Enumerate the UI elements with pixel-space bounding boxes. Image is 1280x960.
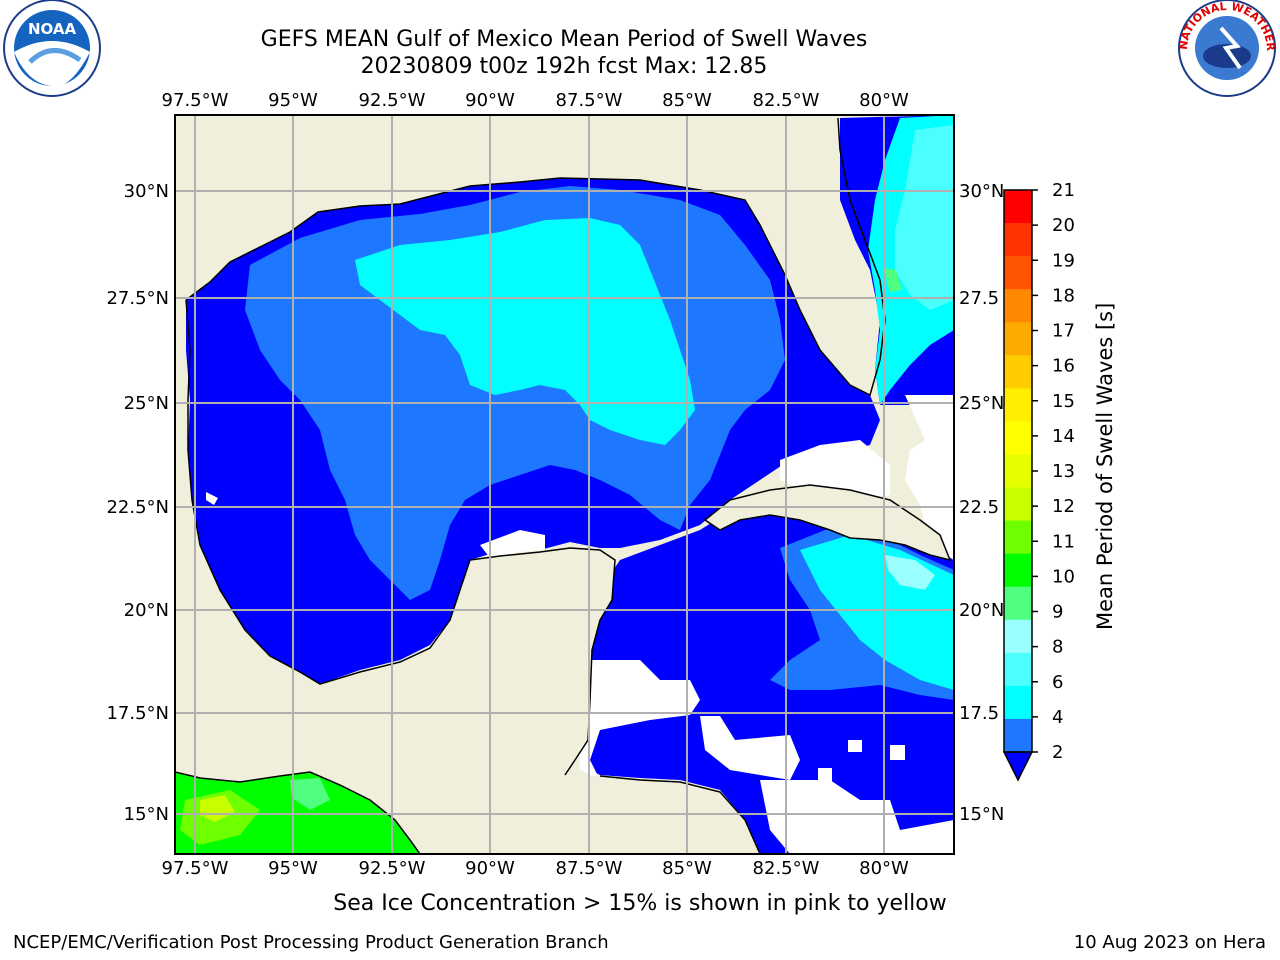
lat-label: 25°N [959,393,1004,414]
lat-label: 22.5°N [106,497,169,518]
colorbar-segment [1004,718,1032,753]
colorbar-segment [1004,223,1032,257]
colorbar-segment [1004,553,1032,588]
lon-label: 90°W [465,90,515,111]
noaa-logo-text: NOAA [28,20,77,38]
map-frame [175,115,954,854]
colorbar-segment [1004,454,1032,489]
pacific-contour-10s [290,778,330,810]
lat-labels-right: 30°N 27.5 25°N 22.5 20°N 17.5 15°N [959,181,1004,825]
colorbar-tick-label: 4 [1052,707,1063,728]
lat-label: 15°N [124,804,169,825]
colorbar-extend-triangle [1002,751,1034,782]
colorbar-ticks: 21 20 19 18 17 16 15 14 13 12 11 10 9 8 6 4 2 [1032,180,1075,763]
colorbar-label: Mean Period of Swell Waves [s] [1093,302,1117,630]
lon-labels-top: 97.5°W 95°W 92.5°W 90°W 87.5°W 85°W 82.5… [162,90,909,111]
lon-label: 80°W [859,90,909,111]
colorbar-segment [1004,388,1032,422]
map-subtitle: 20230809 t00z 192h fcst Max: 12.85 [360,54,768,79]
colorbar-segment [1004,652,1032,687]
colorbar-segment [1004,487,1032,522]
colorbar-tick-label: 17 [1052,321,1075,342]
colorbar-tick-label: 16 [1052,356,1075,377]
caribbean-contour-8s [885,555,935,590]
lon-labels-bottom: 97.5°W 95°W 92.5°W 90°W 87.5°W 85°W 82.5… [162,858,909,879]
colorbar-tick-label: 6 [1052,672,1063,693]
map-title: GEFS MEAN Gulf of Mexico Mean Period of … [260,27,868,52]
colorbar-segment [1004,256,1032,290]
lon-label: 80°W [859,858,909,879]
colorbar-segment [1004,619,1032,654]
lat-label: 17.5 [959,703,999,724]
colorbar-segment [1004,586,1032,621]
lon-label: 85°W [662,90,712,111]
lat-label: 30°N [959,181,1004,202]
cuba-land [703,484,952,562]
colorbar-segment [1004,355,1032,389]
coastline [175,771,421,854]
nws-logo-ring-text: NATIONAL WEATHER SERVICE [0,0,1277,52]
map-border [174,114,955,855]
colorbar-tick-label: 15 [1052,391,1075,412]
colorbar-tick-label: 20 [1052,215,1075,236]
lat-labels-left: 30°N 27.5°N 25°N 22.5°N 20°N 17.5°N 15°N [106,181,169,825]
footer-date: 10 Aug 2023 on Hera [1073,932,1266,953]
gulf-contour-6s [355,218,695,445]
colorbar-tick-label: 21 [1052,180,1075,201]
colorbar-tick-label: 9 [1052,602,1063,623]
atlantic-contour-8s [895,125,954,310]
colorbar-segment [1004,421,1032,455]
footer-credit: NCEP/EMC/Verification Post Processing Pr… [13,932,609,953]
lon-label: 82.5°W [753,858,820,879]
lon-label: 95°W [268,90,318,111]
nodata-patches [206,395,954,854]
lat-label: 30°N [124,181,169,202]
lat-label: 22.5 [959,497,999,518]
lon-label: 97.5°W [162,858,229,879]
lat-label: 20°N [959,600,1004,621]
lon-label: 95°W [268,858,318,879]
lon-label: 92.5°W [359,90,426,111]
lon-label: 87.5°W [556,90,623,111]
lat-label: 25°N [124,393,169,414]
lon-label: 90°W [465,858,515,879]
colorbar-tick-label: 14 [1052,426,1075,447]
lon-label: 82.5°W [753,90,820,111]
graticule [175,115,954,854]
lon-label: 97.5°W [162,90,229,111]
pacific-contour-13s [200,795,235,822]
colorbar [1002,189,1034,782]
coastline [185,299,616,776]
lat-label: 27.5 [959,288,999,309]
colorbar-tick-label: 12 [1052,496,1075,517]
lat-label: 27.5°N [106,288,169,309]
colorbar-segment [1004,322,1032,356]
colorbar-tick-label: 2 [1052,742,1063,763]
lat-label: 17.5°N [106,703,169,724]
colorbar-segment [1004,520,1032,555]
lat-label: 20°N [124,600,169,621]
colorbar-segment [1004,190,1032,224]
colorbar-tick-label: 10 [1052,566,1075,587]
nws-logo: NATIONAL WEATHER SERVICE [0,0,1277,97]
atlantic-contour-10s [884,268,902,292]
colorbar-tick-label: 18 [1052,285,1075,306]
lat-label: 15°N [959,804,1004,825]
colorbar-tick-label: 13 [1052,461,1075,482]
noaa-logo: NOAA [3,0,101,97]
colorbar-segment [1004,685,1032,720]
colorbar-tick-label: 11 [1052,531,1075,552]
coastline [599,775,761,854]
lon-label: 87.5°W [556,858,623,879]
coastline [185,117,886,397]
colorbar-tick-label: 19 [1052,250,1075,271]
lon-label: 92.5°W [359,858,426,879]
sea-ice-note: Sea Ice Concentration > 15% is shown in … [333,891,947,916]
colorbar-tick-label: 8 [1052,637,1063,658]
colorbar-segment [1004,289,1032,323]
lon-label: 85°W [662,858,712,879]
